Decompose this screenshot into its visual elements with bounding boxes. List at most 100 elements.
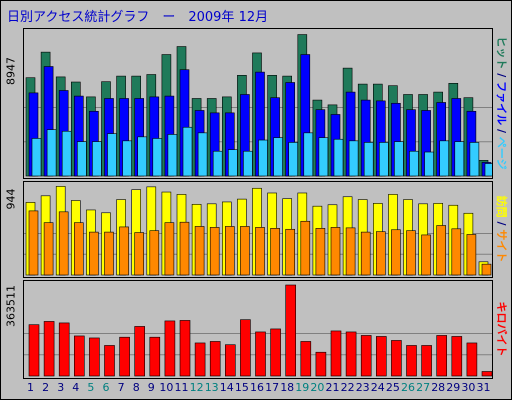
hits-ymax-label: 8947: [3, 31, 19, 111]
kbytes-bar: [28, 324, 40, 377]
sites-bar: [240, 226, 250, 276]
legend-label: ヒット: [495, 35, 508, 69]
pages-bar: [454, 141, 465, 177]
sites-bar: [300, 220, 311, 276]
pages-bar: [409, 150, 419, 177]
x-axis-labels: 1 2 3 4 5 6 7 8 9 10 11 12 13 14 15 16 17 18 19 20 21 22 23 24 2…: [23, 381, 491, 397]
pages-bar: [137, 136, 147, 177]
kbytes-bar: [345, 331, 357, 377]
kbytes-panel: [23, 280, 493, 379]
x-tick-label: 10: [159, 381, 174, 394]
sites-bar: [73, 222, 84, 276]
pages-bar: [333, 138, 344, 177]
sites-bar: [406, 230, 416, 276]
kbytes-bar: [270, 328, 281, 377]
pages-bar: [469, 142, 480, 177]
visits-legend: 訪問 / サイト: [493, 181, 511, 276]
sites-bar: [391, 229, 401, 276]
pages-bar: [378, 142, 389, 177]
pages-bar: [46, 129, 57, 177]
visits-panel: [23, 181, 493, 278]
sites-bar: [270, 228, 280, 276]
sites-bar: [421, 234, 431, 276]
pages-bar: [439, 140, 450, 177]
pages-bar: [212, 150, 223, 177]
kbytes-bar: [209, 341, 221, 377]
kbytes-bar: [240, 319, 251, 377]
kbytes-bar: [58, 322, 70, 377]
legend-label: /: [495, 124, 508, 137]
kbytes-bar: [330, 330, 342, 377]
pages-bar: [424, 151, 434, 177]
x-tick-label: 22: [340, 381, 355, 394]
pages-bar: [92, 141, 102, 177]
kbytes-bar: [119, 336, 130, 377]
x-tick-label: 24: [370, 381, 385, 394]
x-tick-label: 20: [310, 381, 325, 394]
x-tick-label: 28: [431, 381, 446, 394]
x-tick-label: 15: [234, 381, 249, 394]
sites-bar: [481, 263, 492, 276]
x-tick-label: 4: [72, 381, 80, 394]
sites-bar: [255, 227, 265, 276]
x-tick-label: 25: [385, 381, 400, 394]
sites-bar: [134, 232, 144, 276]
chart-title: 日別アクセス統計グラフ ー 2009年 12月: [7, 10, 269, 25]
pages-bar: [258, 139, 268, 177]
sites-bar: [436, 225, 447, 276]
visits-plot: [24, 186, 492, 276]
x-tick-label: 12: [189, 381, 204, 394]
kbytes-bar: [360, 335, 372, 377]
sites-bar: [89, 231, 99, 276]
sites-bar: [58, 211, 69, 276]
x-tick-label: 14: [219, 381, 234, 394]
legend-label: ファイル: [495, 80, 508, 125]
kbytes-bar: [285, 284, 297, 377]
kbytes-bar: [134, 326, 145, 377]
hits-legend: ヒット / ファイル / ページ: [493, 28, 511, 177]
x-tick-label: 8: [132, 381, 140, 394]
x-tick-label: 2: [42, 381, 50, 394]
x-tick-label: 13: [204, 381, 219, 394]
kbytes-ymax-label: 363511: [3, 281, 19, 331]
kbytes-bar: [421, 345, 432, 377]
legend-label: 訪問: [495, 195, 508, 218]
sites-bar: [466, 234, 477, 276]
sites-bar: [119, 226, 129, 276]
kbytes-legend: キロバイト: [493, 280, 511, 377]
sites-bar: [225, 226, 235, 276]
sites-bar: [360, 231, 371, 276]
x-tick-label: 16: [250, 381, 264, 394]
x-tick-label: 3: [57, 381, 65, 394]
pages-bar: [76, 141, 87, 177]
sites-bar: [375, 231, 386, 276]
pages-bar: [228, 149, 238, 177]
pages-bar: [107, 133, 117, 177]
kbytes-ymax-text: 363511: [4, 285, 18, 327]
pages-bar: [122, 140, 132, 177]
pages-bar: [197, 132, 208, 177]
kbytes-bar: [73, 335, 85, 377]
x-tick-label: 27: [416, 381, 431, 394]
x-tick-label: 17: [265, 381, 280, 394]
sites-bar: [104, 231, 114, 276]
pages-bar: [243, 150, 253, 177]
x-tick-label: 18: [280, 381, 295, 394]
kbytes-bar: [164, 320, 176, 377]
sites-bar: [43, 222, 54, 276]
pages-bar: [348, 140, 359, 177]
sites-bar: [330, 227, 341, 276]
kbytes-bar: [391, 340, 402, 377]
hits-plot: [24, 34, 492, 177]
x-tick-label: 19: [295, 381, 310, 394]
kbytes-bar: [375, 336, 387, 377]
pages-bar: [394, 141, 404, 177]
x-tick-label: 26: [401, 381, 415, 394]
kbytes-bar: [406, 345, 417, 377]
pages-bar: [303, 132, 314, 177]
x-tick-label: 29: [446, 381, 461, 394]
kbytes-bar: [300, 341, 312, 377]
kbytes-plot: [24, 284, 492, 377]
sites-bar: [149, 230, 160, 276]
kbytes-bar: [225, 344, 236, 377]
